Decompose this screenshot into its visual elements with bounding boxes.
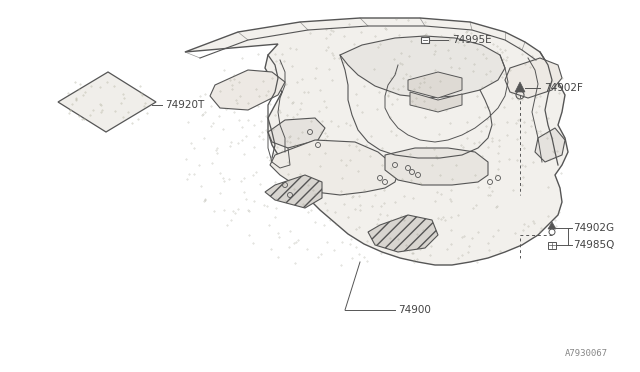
Text: A7930067: A7930067 xyxy=(565,349,608,358)
Polygon shape xyxy=(548,222,556,229)
Polygon shape xyxy=(385,148,488,185)
Polygon shape xyxy=(185,18,568,265)
Text: 74900: 74900 xyxy=(398,305,431,315)
Polygon shape xyxy=(368,215,438,252)
Polygon shape xyxy=(535,128,565,162)
Polygon shape xyxy=(515,82,525,92)
Polygon shape xyxy=(270,140,398,195)
Text: 74995E: 74995E xyxy=(452,35,492,45)
Text: 74985Q: 74985Q xyxy=(573,240,614,250)
Bar xyxy=(421,37,429,43)
Polygon shape xyxy=(340,36,505,98)
Polygon shape xyxy=(410,92,462,112)
Polygon shape xyxy=(58,72,156,132)
Bar xyxy=(548,242,556,249)
Polygon shape xyxy=(210,70,285,110)
Text: 74902G: 74902G xyxy=(573,223,614,233)
Text: 74902F: 74902F xyxy=(544,83,583,93)
Polygon shape xyxy=(268,118,325,148)
Text: 74920T: 74920T xyxy=(165,100,204,110)
Polygon shape xyxy=(505,58,562,98)
Polygon shape xyxy=(265,175,322,208)
Polygon shape xyxy=(408,72,462,98)
